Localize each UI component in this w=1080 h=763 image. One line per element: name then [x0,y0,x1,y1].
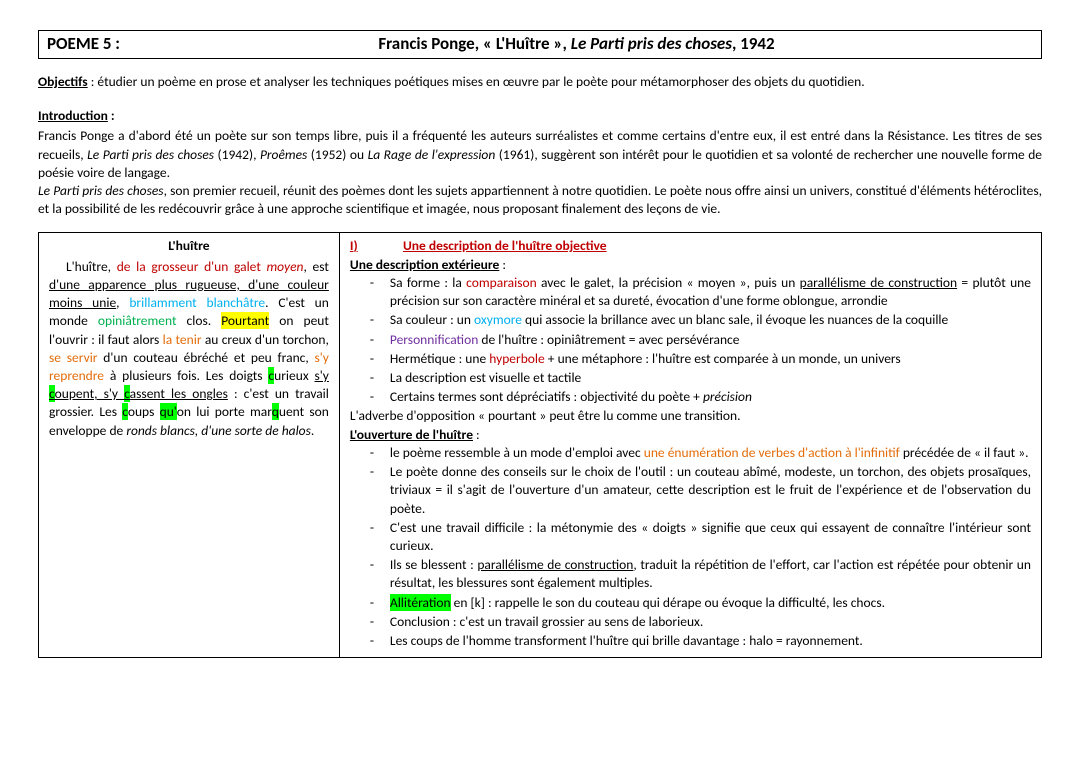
poem-cell: L'huître L'huître, de la grosseur d'un g… [39,233,340,658]
sub2-list: le poème ressemble à un mode d'emploi av… [350,444,1031,650]
content-table: L'huître L'huître, de la grosseur d'un g… [38,232,1042,658]
section-heading: I) Une description de l'huître objective [350,237,1031,255]
transition: L'adverbe d'opposition « pourtant » peut… [350,407,1031,425]
objectifs: Objectifs : étudier un poème en prose et… [38,73,1042,91]
sub2-heading: L'ouverture de l'huître : [350,426,1031,444]
analysis-cell: I) Une description de l'huître objective… [339,233,1041,658]
title-center: Francis Ponge, « L'Huître », Le Parti pr… [120,33,1033,56]
title-left: POEME 5 : [47,33,120,56]
poem-text: L'huître, de la grosseur d'un galet moye… [49,258,329,440]
sub1-heading: Une description extérieure : [350,256,1031,274]
poem-title: L'huître [49,237,329,255]
title-bar: POEME 5 : Francis Ponge, « L'Huître », L… [38,30,1042,59]
sub1-list: Sa forme : la comparaison avec le galet,… [350,274,1031,407]
intro-label: Introduction : [38,107,1042,125]
intro-body: Francis Ponge a d'abord été un poète sur… [38,127,1042,218]
